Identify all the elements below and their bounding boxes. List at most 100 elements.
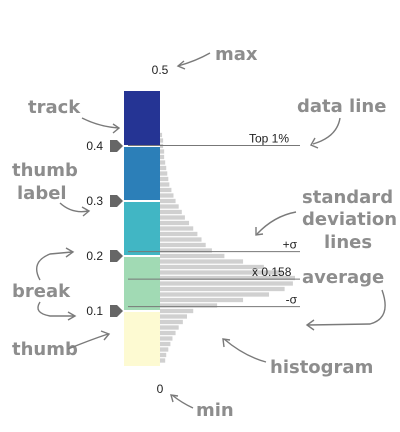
track-arrow-icon	[81, 117, 120, 129]
pentagon-thumb-icon[interactable]	[110, 250, 123, 262]
histogram-bar	[160, 259, 244, 264]
histogram-bar	[160, 132, 163, 138]
track-stop[interactable]	[124, 311, 160, 366]
histogram-bar	[160, 182, 170, 187]
thumbs[interactable]: 0.1 0.2 0.3 0.4	[86, 139, 123, 318]
stat-lines: Top 1% +σ x̄ 0.158 -σ	[128, 131, 300, 308]
break-lower-arrow-icon	[37, 301, 74, 317]
histogram-bar	[160, 325, 179, 330]
pentagon-thumb-icon[interactable]	[110, 140, 123, 152]
histogram-bar	[160, 193, 174, 198]
track-stop[interactable]	[124, 256, 160, 311]
histogram-bar	[160, 275, 295, 281]
histogram-bar	[160, 165, 167, 171]
histogram-bar	[160, 341, 171, 347]
thumb-value-label: 0.3	[86, 194, 103, 208]
histogram-bar	[160, 314, 187, 319]
data-line-annotation: data line	[297, 96, 386, 117]
annotation-arrows	[36, 52, 386, 409]
histogram-bar	[160, 154, 165, 160]
minus-sigma-label: -σ	[286, 293, 298, 307]
histogram-bar	[160, 303, 218, 308]
thumb-value-label: 0.4	[86, 139, 103, 153]
histogram-bar	[160, 242, 206, 248]
thumb-arrow-icon	[67, 333, 109, 350]
histogram-bar	[160, 187, 172, 193]
average-arrow-icon	[307, 289, 386, 326]
standard-deviation-annotation-line1: standard	[302, 187, 393, 208]
plus-sigma-label: +σ	[283, 238, 298, 252]
standard-deviation-arrow-icon	[256, 211, 297, 235]
histogram-bar	[160, 176, 169, 182]
histogram-bar	[160, 270, 283, 275]
data-line-arrow-icon	[312, 117, 341, 145]
max-value-label: 0.5	[152, 63, 169, 77]
histogram-bar	[160, 149, 165, 154]
histogram-bar	[160, 358, 166, 363]
standard-deviation-annotation-line2: deviation	[302, 209, 397, 230]
histogram-bar	[160, 215, 185, 220]
track-arrow-head-icon	[112, 123, 121, 134]
top-percent-label: Top 1%	[249, 131, 289, 145]
thumb-value-label: 0.1	[86, 304, 103, 318]
histogram-bar	[160, 336, 173, 341]
standard-deviation-arrow-head-icon	[255, 227, 264, 236]
histogram-bar	[160, 226, 194, 231]
track-stop[interactable]	[124, 201, 160, 256]
histogram-bar	[160, 352, 167, 358]
histogram-bar	[160, 237, 202, 242]
histogram-bar	[160, 138, 164, 143]
break-upper-arrow-head-icon	[65, 247, 75, 258]
min-arrow-icon	[171, 394, 194, 409]
histogram-bar	[160, 171, 168, 176]
min-value-label: 0	[157, 382, 164, 396]
histogram-bar	[160, 160, 166, 165]
break-upper-arrow-icon	[36, 251, 73, 281]
histogram-arrow-icon	[223, 338, 267, 363]
max-arrow-head-icon	[176, 60, 186, 70]
average-arrow-head-icon	[305, 319, 315, 331]
histogram-bar	[160, 209, 182, 215]
histogram-bar	[160, 330, 176, 336]
histogram-annotation: histogram	[270, 357, 373, 378]
histogram-bar	[160, 204, 179, 209]
track-stop[interactable]	[124, 146, 160, 201]
thumb-label-arrow-head-icon	[81, 206, 91, 217]
min-arrow-head-icon	[170, 394, 179, 403]
histogram-bar	[160, 253, 225, 259]
thumb-label-annotation-line2: label	[17, 183, 67, 204]
histogram-bar	[160, 198, 176, 204]
histogram-bar	[160, 281, 293, 286]
thumb-annotation: thumb	[12, 339, 78, 360]
average-label: x̄ 0.158	[252, 265, 292, 279]
track-stop[interactable]	[124, 91, 160, 146]
histogram-bar	[160, 248, 212, 253]
max-arrow-icon	[177, 52, 211, 67]
thumb-value-label: 0.2	[86, 249, 103, 263]
histogram-bar	[160, 286, 285, 292]
track-annotation: track	[28, 97, 81, 118]
histogram-bar	[160, 231, 198, 237]
standard-deviation-annotation-line3: lines	[324, 232, 372, 253]
max-annotation: max	[215, 44, 258, 65]
thumb-label-arrow-icon	[59, 202, 89, 213]
thumb-label-annotation-line1: thumb	[12, 160, 78, 181]
slider-track[interactable]	[124, 91, 160, 366]
break-annotation: break	[12, 281, 71, 302]
pentagon-thumb-icon[interactable]	[110, 305, 123, 317]
min-annotation: min	[196, 400, 234, 421]
average-annotation: average	[302, 267, 384, 288]
break-lower-arrow-head-icon	[67, 311, 77, 321]
histogram-arrow-head-icon	[222, 338, 231, 348]
histogram-bar	[160, 347, 169, 352]
thumb-arrow-head-icon	[100, 330, 111, 341]
histogram	[160, 132, 295, 363]
histogram-bar	[160, 264, 264, 270]
histogram-bar	[160, 143, 164, 149]
data-line-arrow-head-icon	[310, 137, 319, 149]
pentagon-thumb-icon[interactable]	[110, 195, 123, 207]
histogram-bar	[160, 308, 194, 314]
histogram-bar	[160, 292, 270, 297]
